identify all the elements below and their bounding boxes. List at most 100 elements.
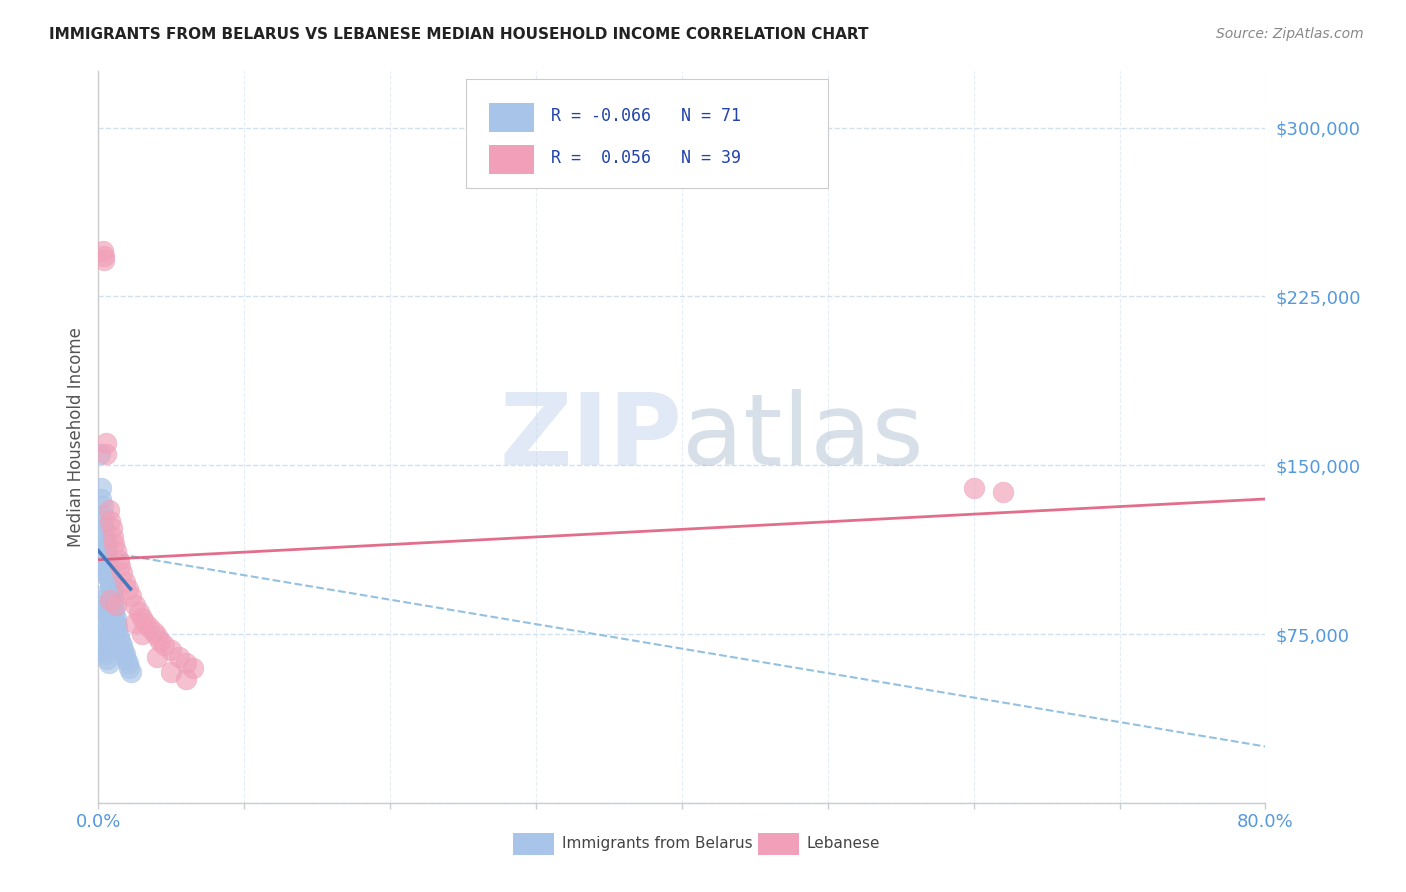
Point	[103, 537, 125, 551]
Text: ZIP: ZIP	[499, 389, 682, 485]
Point	[96, 558, 118, 572]
Text: R =  0.056   N = 39: R = 0.056 N = 39	[551, 149, 741, 167]
Point	[111, 638, 134, 652]
FancyBboxPatch shape	[758, 833, 799, 855]
Point	[97, 562, 120, 576]
Point	[104, 615, 127, 630]
Point	[93, 253, 115, 268]
Point	[174, 672, 197, 686]
Point	[134, 615, 156, 630]
Point	[91, 515, 114, 529]
Point	[90, 491, 112, 506]
Point	[98, 515, 121, 529]
Point	[131, 627, 153, 641]
Point	[97, 657, 120, 671]
Point	[138, 620, 160, 634]
Point	[89, 447, 111, 461]
Point	[117, 582, 139, 596]
Point	[94, 562, 117, 576]
Point	[97, 571, 120, 585]
Point	[149, 633, 172, 648]
Point	[120, 589, 142, 603]
Point	[93, 559, 115, 574]
Point	[100, 584, 122, 599]
Text: Immigrants from Belarus: Immigrants from Belarus	[562, 837, 752, 851]
Point	[146, 629, 169, 643]
Point	[120, 665, 142, 680]
Point	[98, 575, 121, 590]
Point	[100, 521, 122, 535]
Point	[93, 558, 115, 572]
Point	[94, 543, 117, 558]
Text: IMMIGRANTS FROM BELARUS VS LEBANESE MEDIAN HOUSEHOLD INCOME CORRELATION CHART: IMMIGRANTS FROM BELARUS VS LEBANESE MEDI…	[49, 27, 869, 42]
Point	[131, 611, 153, 625]
Point	[104, 543, 127, 558]
Point	[96, 652, 118, 666]
Point	[101, 593, 124, 607]
Point	[101, 598, 124, 612]
Point	[91, 593, 114, 607]
Point	[90, 624, 112, 639]
Text: atlas: atlas	[682, 389, 924, 485]
Point	[100, 589, 122, 603]
Point	[160, 665, 183, 680]
Point	[101, 584, 124, 599]
Point	[105, 624, 128, 639]
Point	[153, 638, 176, 652]
Point	[96, 566, 118, 581]
Point	[991, 485, 1014, 500]
Point	[146, 649, 169, 664]
Point	[108, 553, 131, 567]
Point	[181, 661, 204, 675]
Point	[117, 657, 139, 671]
Point	[90, 481, 112, 495]
Point	[96, 553, 118, 567]
Point	[91, 541, 114, 556]
Point	[160, 642, 183, 657]
Point	[91, 508, 114, 522]
Point	[91, 629, 114, 643]
Point	[114, 575, 136, 590]
Point	[93, 638, 115, 652]
Point	[91, 553, 114, 567]
Point	[91, 244, 114, 259]
FancyBboxPatch shape	[489, 103, 534, 132]
Point	[90, 537, 112, 551]
Point	[101, 530, 124, 544]
Point	[98, 575, 121, 590]
FancyBboxPatch shape	[489, 145, 534, 174]
Point	[97, 503, 120, 517]
Point	[91, 550, 114, 565]
Point	[94, 447, 117, 461]
Point	[91, 499, 114, 513]
Point	[128, 605, 150, 619]
Point	[115, 652, 138, 666]
Point	[111, 566, 134, 581]
Point	[91, 555, 114, 569]
Point	[93, 249, 115, 263]
Point	[89, 620, 111, 634]
Point	[100, 580, 122, 594]
FancyBboxPatch shape	[465, 78, 828, 188]
Point	[167, 649, 190, 664]
Point	[98, 580, 121, 594]
Point	[108, 629, 131, 643]
Point	[114, 647, 136, 661]
Point	[110, 633, 132, 648]
Text: R = -0.066   N = 71: R = -0.066 N = 71	[551, 107, 741, 125]
Point	[93, 642, 115, 657]
FancyBboxPatch shape	[513, 833, 554, 855]
Text: Lebanese: Lebanese	[807, 837, 880, 851]
Point	[97, 611, 120, 625]
Point	[105, 620, 128, 634]
Point	[93, 530, 115, 544]
Point	[110, 559, 132, 574]
Point	[98, 593, 121, 607]
Point	[94, 647, 117, 661]
Point	[94, 568, 117, 582]
Point	[962, 481, 984, 495]
Point	[93, 525, 115, 540]
Point	[93, 521, 115, 535]
Y-axis label: Median Household Income: Median Household Income	[66, 327, 84, 547]
Point	[94, 539, 117, 553]
